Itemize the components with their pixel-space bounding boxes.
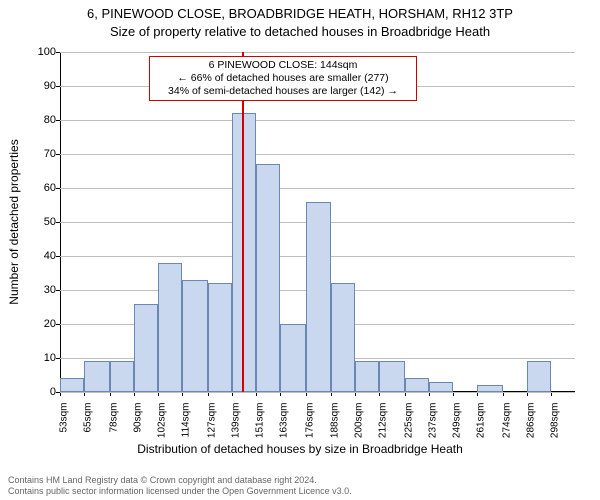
- histogram-bar: [280, 324, 306, 392]
- y-tick-label: 40: [16, 250, 56, 262]
- y-tick-label: 90: [16, 80, 56, 92]
- y-tick-label: 60: [16, 182, 56, 194]
- x-tick-label: 163sqm: [279, 403, 290, 453]
- gridline: [60, 392, 575, 393]
- chart-root: 6, PINEWOOD CLOSE, BROADBRIDGE HEATH, HO…: [0, 0, 600, 500]
- x-tick-label: 212sqm: [377, 403, 388, 453]
- histogram-bar: [84, 361, 110, 392]
- x-tick-label: 139sqm: [231, 403, 242, 453]
- y-tick-label: 30: [16, 284, 56, 296]
- x-tick-label: 102sqm: [157, 403, 168, 453]
- annotation-line3: 34% of semi-detached houses are larger (…: [154, 85, 412, 98]
- x-tick-label: 274sqm: [501, 403, 512, 453]
- histogram-bar: [256, 164, 280, 392]
- chart-title-address: 6, PINEWOOD CLOSE, BROADBRIDGE HEATH, HO…: [0, 6, 600, 21]
- x-tick-label: 286sqm: [525, 403, 536, 453]
- histogram-bar: [527, 361, 551, 392]
- annotation-line2: ← 66% of detached houses are smaller (27…: [154, 72, 412, 85]
- gridline: [60, 52, 575, 53]
- histogram-bar: [405, 378, 429, 392]
- histogram-bar: [158, 263, 182, 392]
- marker-line: [242, 52, 244, 392]
- histogram-bar: [331, 283, 355, 392]
- y-tick-label: 20: [16, 318, 56, 330]
- histogram-bar: [208, 283, 232, 392]
- histogram-bar: [379, 361, 405, 392]
- histogram-bar: [110, 361, 134, 392]
- annotation-box: 6 PINEWOOD CLOSE: 144sqm ← 66% of detach…: [149, 56, 417, 101]
- histogram-bar: [306, 202, 330, 392]
- histogram-bar: [60, 378, 84, 392]
- x-tick-label: 53sqm: [59, 403, 70, 453]
- x-tick-label: 90sqm: [133, 403, 144, 453]
- histogram-bar: [232, 113, 256, 392]
- histogram-bar: [134, 304, 158, 392]
- x-tick-label: 78sqm: [109, 403, 120, 453]
- y-tick-label: 100: [16, 46, 56, 58]
- x-tick-label: 225sqm: [403, 403, 414, 453]
- chart-title-subtitle: Size of property relative to detached ho…: [0, 24, 600, 39]
- credit-line2: Contains public sector information licen…: [8, 486, 352, 496]
- y-tick-label: 70: [16, 148, 56, 160]
- x-tick-label: 237sqm: [427, 403, 438, 453]
- x-tick-label: 188sqm: [329, 403, 340, 453]
- y-tick-label: 50: [16, 216, 56, 228]
- gridline: [60, 120, 575, 121]
- histogram-bar: [429, 382, 453, 392]
- y-tick-label: 80: [16, 114, 56, 126]
- x-tick-label: 249sqm: [451, 403, 462, 453]
- credit-text: Contains HM Land Registry data © Crown c…: [8, 475, 592, 496]
- x-tick-label: 261sqm: [475, 403, 486, 453]
- gridline: [60, 188, 575, 189]
- x-tick-label: 127sqm: [207, 403, 218, 453]
- annotation-line1: 6 PINEWOOD CLOSE: 144sqm: [154, 59, 412, 72]
- x-tick-label: 200sqm: [353, 403, 364, 453]
- gridline: [60, 154, 575, 155]
- x-tick-label: 114sqm: [181, 403, 192, 453]
- y-tick-label: 10: [16, 352, 56, 364]
- x-tick-label: 176sqm: [305, 403, 316, 453]
- histogram-bar: [182, 280, 208, 392]
- x-tick-label: 65sqm: [83, 403, 94, 453]
- x-tick-label: 298sqm: [549, 403, 560, 453]
- plot-area: [60, 52, 575, 392]
- x-tick-label: 151sqm: [255, 403, 266, 453]
- y-tick-label: 0: [16, 386, 56, 398]
- histogram-bar: [477, 385, 503, 392]
- credit-line1: Contains HM Land Registry data © Crown c…: [8, 475, 317, 485]
- histogram-bar: [355, 361, 379, 392]
